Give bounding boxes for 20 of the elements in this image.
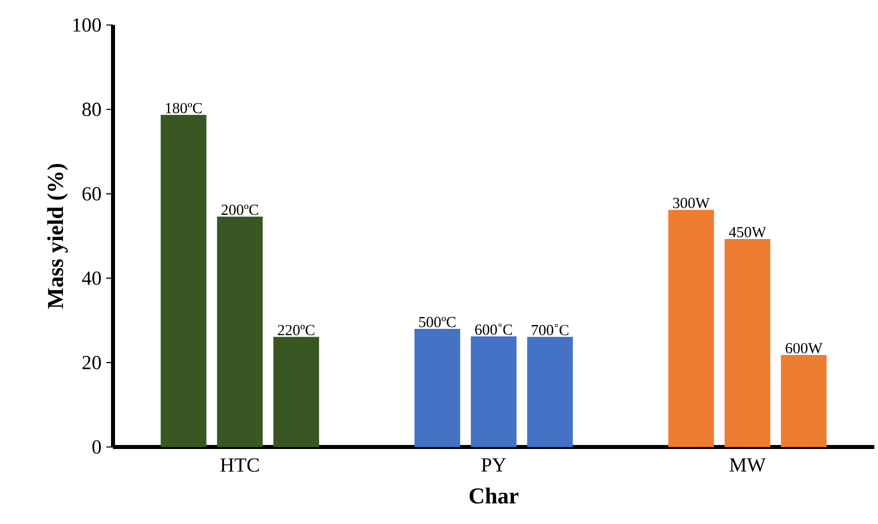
- annotation: 500ºC: [419, 316, 456, 328]
- y-axis-title: Mass yield (%): [47, 164, 68, 309]
- annotation: 600˚C: [475, 324, 512, 335]
- x-axis-title: Char: [470, 488, 518, 504]
- annotation: 450W: [728, 226, 766, 238]
- y-tick-label: 20: [82, 356, 101, 370]
- annotation: 180ºC: [166, 102, 202, 114]
- annotation: 600W: [786, 342, 822, 354]
- x-tick-label: MW: [730, 458, 766, 472]
- y-tick-label: 100: [73, 18, 101, 32]
- y-tick-label: 80: [82, 102, 101, 116]
- y-tick-label: 40: [82, 271, 101, 285]
- annotation: 200ºC: [222, 204, 258, 215]
- y-tick-label: 60: [82, 187, 101, 201]
- annotation: 300W: [673, 198, 710, 208]
- annotation: 700˚C: [532, 324, 568, 336]
- x-tick-label: HTC: [220, 458, 259, 472]
- annotation: 220ºC: [278, 324, 314, 336]
- y-tick-label: 0: [92, 440, 101, 454]
- x-tick-label: PY: [481, 458, 506, 472]
